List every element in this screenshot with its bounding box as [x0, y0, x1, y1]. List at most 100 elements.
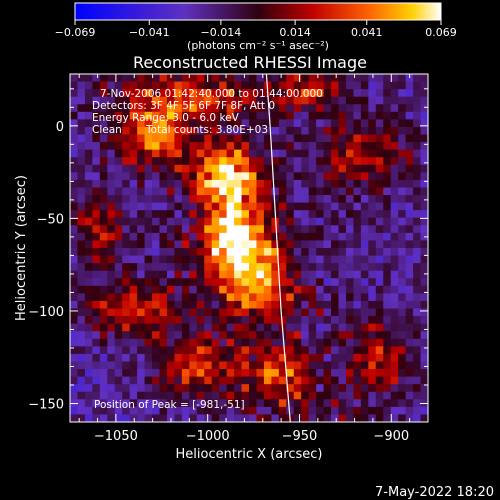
heatmap-cell: [152, 361, 161, 370]
heatmap-cell: [263, 187, 272, 196]
heatmap-cell: [122, 195, 131, 204]
heatmap-cell: [293, 316, 302, 325]
heatmap-cell: [316, 308, 325, 317]
heatmap-cell: [308, 316, 317, 325]
heatmap-cell: [70, 74, 79, 83]
heatmap-cell: [234, 323, 243, 332]
heatmap-cell: [263, 263, 272, 272]
colorbar-tick-label: 0.041: [351, 26, 383, 39]
heatmap-cell: [256, 210, 265, 219]
heatmap-cell: [99, 346, 108, 355]
heatmap-cell: [316, 149, 325, 158]
heatmap-cell: [144, 104, 153, 113]
heatmap-cell: [152, 255, 161, 264]
heatmap-cell: [234, 376, 243, 385]
heatmap-cell: [293, 74, 302, 83]
heatmap-cell: [271, 179, 280, 189]
y-axis-label: Heliocentric Y (arcsec): [14, 175, 29, 321]
heatmap-cell: [383, 202, 392, 211]
heatmap-cell: [420, 210, 428, 219]
heatmap-cell: [92, 210, 101, 219]
heatmap-cell: [189, 316, 198, 325]
heatmap-cell: [152, 338, 161, 347]
heatmap-cell: [345, 263, 355, 272]
heatmap-cell: [99, 81, 108, 90]
heatmap-cell: [107, 157, 116, 166]
heatmap-cell: [107, 263, 116, 272]
heatmap-cell: [181, 285, 190, 294]
heatmap-cell: [159, 187, 168, 196]
heatmap-cell: [204, 240, 213, 249]
heatmap-cell: [278, 248, 287, 257]
heatmap-cell: [234, 346, 243, 355]
heatmap-cell: [345, 195, 355, 204]
heatmap-cell: [316, 353, 325, 363]
heatmap-cell: [226, 369, 235, 378]
heatmap-cell: [405, 172, 414, 181]
heatmap-cell: [345, 81, 355, 90]
heatmap-cell: [211, 111, 220, 120]
heatmap-cell: [256, 149, 265, 158]
heatmap-cell: [360, 119, 369, 128]
heatmap-cell: [353, 384, 362, 393]
heatmap-cell: [383, 263, 392, 272]
heatmap-cell: [144, 217, 153, 226]
heatmap-cell: [181, 134, 190, 143]
heatmap-cell: [256, 202, 265, 211]
heatmap-cell: [234, 316, 243, 325]
heatmap-cell: [144, 240, 153, 249]
heatmap-cell: [323, 217, 332, 226]
heatmap-cell: [256, 74, 265, 83]
heatmap-cell: [405, 270, 414, 279]
heatmap-cell: [405, 149, 414, 158]
heatmap-cell: [375, 134, 384, 143]
heatmap-cell: [70, 104, 79, 113]
heatmap-cell: [286, 316, 295, 325]
heatmap-cell: [70, 255, 79, 264]
heatmap-cell: [152, 210, 161, 219]
heatmap-cell: [383, 248, 392, 257]
heatmap-cell: [375, 406, 384, 416]
heatmap-cell: [249, 255, 258, 264]
heatmap-cell: [174, 187, 183, 196]
heatmap-cell: [137, 232, 146, 242]
heatmap-cell: [152, 111, 161, 120]
heatmap-cell: [181, 346, 190, 355]
heatmap-cell: [331, 142, 340, 151]
heatmap-cell: [353, 111, 362, 120]
heatmap-cell: [271, 399, 280, 408]
heatmap-cell: [196, 134, 205, 143]
heatmap-cell: [107, 195, 116, 204]
heatmap-cell: [398, 406, 407, 416]
heatmap-cell: [92, 81, 101, 90]
heatmap-cell: [405, 293, 414, 302]
heatmap-cell: [286, 111, 295, 120]
heatmap-cell: [70, 361, 79, 370]
heatmap-cell: [166, 270, 176, 279]
heatmap-cell: [263, 361, 272, 370]
plot-frame: [69, 73, 429, 423]
heatmap-cell: [368, 278, 377, 287]
heatmap-cell: [316, 414, 325, 422]
heatmap-cell: [211, 338, 220, 347]
heatmap-cell: [129, 179, 138, 189]
heatmap-cell: [241, 81, 250, 90]
heatmap-cell: [286, 119, 295, 128]
heatmap-cell: [338, 263, 347, 272]
heatmap-cell: [345, 179, 355, 189]
heatmap-cell: [189, 399, 198, 408]
heatmap-cell: [107, 172, 116, 181]
heatmap-cell: [390, 406, 399, 416]
heatmap-cell: [316, 179, 325, 189]
heatmap-cell: [84, 399, 93, 408]
heatmap-cell: [122, 248, 131, 257]
heatmap-cell: [99, 96, 108, 105]
heatmap-cell: [263, 149, 272, 158]
heatmap-cell: [159, 164, 168, 173]
heatmap-cell: [390, 316, 399, 325]
heatmap-cell: [77, 187, 86, 196]
heatmap-cell: [301, 157, 310, 166]
heatmap-cell: [181, 323, 190, 332]
heatmap-cell: [263, 338, 272, 347]
heatmap-cell: [278, 142, 287, 151]
